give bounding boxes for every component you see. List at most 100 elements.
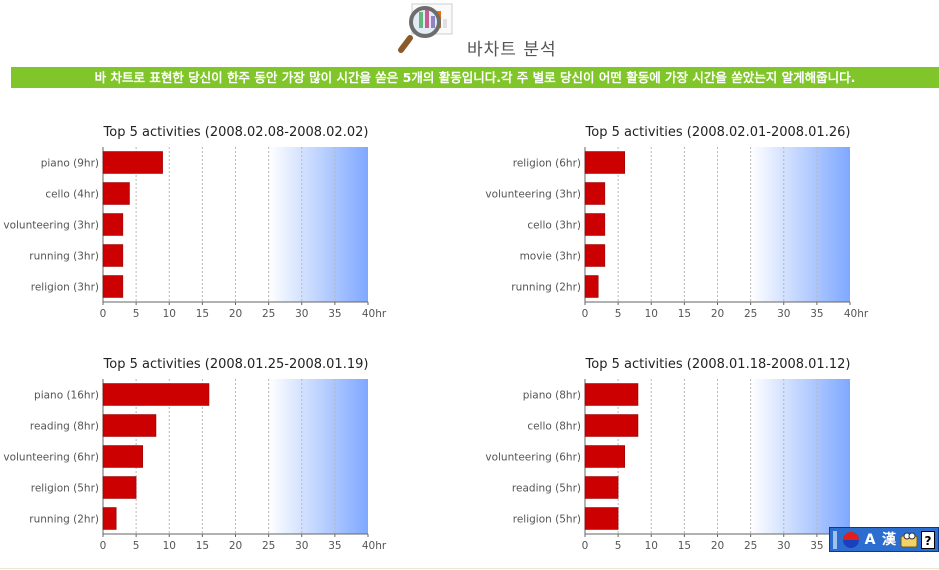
bar: [102, 476, 137, 499]
category-label: movie (3hr): [520, 251, 581, 263]
bar: [102, 275, 124, 298]
category-label: cello (4hr): [45, 189, 99, 201]
x-tick-label: 0: [582, 540, 589, 552]
x-tick-label: 30: [777, 308, 790, 320]
category-label: reading (8hr): [30, 421, 99, 433]
toolbar-hanja-button[interactable]: 漢: [882, 532, 896, 548]
x-tick-label: 25: [744, 540, 757, 552]
category-label: running (3hr): [29, 251, 99, 263]
x-tick-label: 35: [328, 308, 341, 320]
description-banner: 바 차트로 표현한 당신이 한주 동안 가장 많이 시간을 쏟은 5개의 활동입…: [11, 67, 939, 88]
x-tick-label: 30: [295, 308, 308, 320]
x-tick-label: 10: [163, 540, 176, 552]
bar: [584, 383, 639, 406]
magnifier-bar-chart-icon: [398, 2, 456, 54]
category-label: religion (5hr): [513, 514, 581, 526]
category-label: running (2hr): [511, 282, 581, 294]
category-label: piano (16hr): [34, 390, 99, 402]
ime-toolbar[interactable]: A 漢 ?: [829, 527, 939, 552]
x-tick-label: 5: [615, 540, 622, 552]
x-tick-label: 15: [196, 308, 209, 320]
bar: [584, 213, 606, 236]
x-tick-label: 20: [229, 540, 242, 552]
bar: [102, 151, 163, 174]
plot-background-gradient: [268, 147, 368, 302]
x-tick-label: 5: [615, 308, 622, 320]
x-tick-label: 15: [678, 308, 691, 320]
x-tick-label: 25: [744, 308, 757, 320]
bar: [102, 507, 117, 530]
x-tick-label: 0: [100, 540, 107, 552]
category-label: cello (3hr): [527, 220, 581, 232]
bar: [102, 244, 124, 267]
korean-flag-icon[interactable]: [842, 531, 860, 549]
x-tick-label: 10: [163, 308, 176, 320]
bar: [584, 414, 639, 437]
x-tick-label: 35: [328, 540, 341, 552]
plot-background-gradient: [750, 379, 850, 534]
toolbar-help-button[interactable]: ?: [921, 531, 935, 549]
plot-background-gradient: [750, 147, 850, 302]
chart-4: Top 5 activities (2008.01.18-2008.01.12)…: [485, 357, 868, 552]
x-tick-label: 35: [810, 540, 823, 552]
x-tick-label: 15: [678, 540, 691, 552]
toolbar-english-mode-button[interactable]: A: [864, 532, 876, 548]
x-tick-label: 40hr: [362, 308, 387, 320]
category-label: volunteering (3hr): [3, 220, 99, 232]
x-tick-label: 25: [262, 540, 275, 552]
x-tick-label: 10: [645, 308, 658, 320]
bar: [102, 414, 157, 437]
bar: [102, 213, 124, 236]
category-label: piano (9hr): [41, 158, 99, 170]
page-title: 바차트 분석: [467, 40, 557, 60]
category-label: religion (6hr): [513, 158, 581, 170]
x-tick-label: 25: [262, 308, 275, 320]
bar: [102, 383, 210, 406]
x-tick-label: 20: [711, 540, 724, 552]
toolbar-grip[interactable]: [833, 531, 837, 549]
category-label: volunteering (3hr): [485, 189, 581, 201]
header: 바차트 분석: [0, 0, 939, 62]
chart-1: Top 5 activities (2008.02.08-2008.02.02)…: [3, 125, 386, 320]
chart-2: Top 5 activities (2008.02.01-2008.01.26)…: [485, 125, 868, 320]
chart-title: Top 5 activities (2008.01.25-2008.01.19): [103, 357, 369, 372]
bar: [584, 507, 619, 530]
bar: [584, 151, 625, 174]
bottom-divider: [0, 568, 939, 569]
chart-title: Top 5 activities (2008.02.01-2008.01.26): [585, 125, 851, 140]
bar: [102, 182, 130, 205]
bar: [584, 182, 606, 205]
x-tick-label: 30: [777, 540, 790, 552]
category-label: religion (3hr): [31, 282, 99, 294]
x-tick-label: 35: [810, 308, 823, 320]
bar: [584, 244, 606, 267]
bar: [584, 476, 619, 499]
x-tick-label: 0: [100, 308, 107, 320]
x-tick-label: 40hr: [362, 540, 387, 552]
chart-title: Top 5 activities (2008.01.18-2008.01.12): [585, 357, 851, 372]
x-tick-label: 20: [229, 308, 242, 320]
category-label: volunteering (6hr): [485, 452, 581, 464]
bar: [102, 445, 143, 468]
x-tick-label: 5: [133, 540, 140, 552]
x-tick-label: 5: [133, 308, 140, 320]
x-tick-label: 10: [645, 540, 658, 552]
chart-3: Top 5 activities (2008.01.25-2008.01.19)…: [3, 357, 386, 552]
category-label: religion (5hr): [31, 483, 99, 495]
bar: [584, 445, 625, 468]
x-tick-label: 0: [582, 308, 589, 320]
category-label: volunteering (6hr): [3, 452, 99, 464]
x-tick-label: 20: [711, 308, 724, 320]
x-tick-label: 40hr: [844, 308, 869, 320]
bar: [584, 275, 599, 298]
category-label: running (2hr): [29, 514, 99, 526]
x-tick-label: 15: [196, 540, 209, 552]
keyboard-icon[interactable]: [900, 531, 918, 549]
chart-title: Top 5 activities (2008.02.08-2008.02.02): [103, 125, 369, 140]
category-label: cello (8hr): [527, 421, 581, 433]
category-label: piano (8hr): [523, 390, 581, 402]
plot-background-gradient: [268, 379, 368, 534]
category-label: reading (5hr): [512, 483, 581, 495]
x-tick-label: 30: [295, 540, 308, 552]
